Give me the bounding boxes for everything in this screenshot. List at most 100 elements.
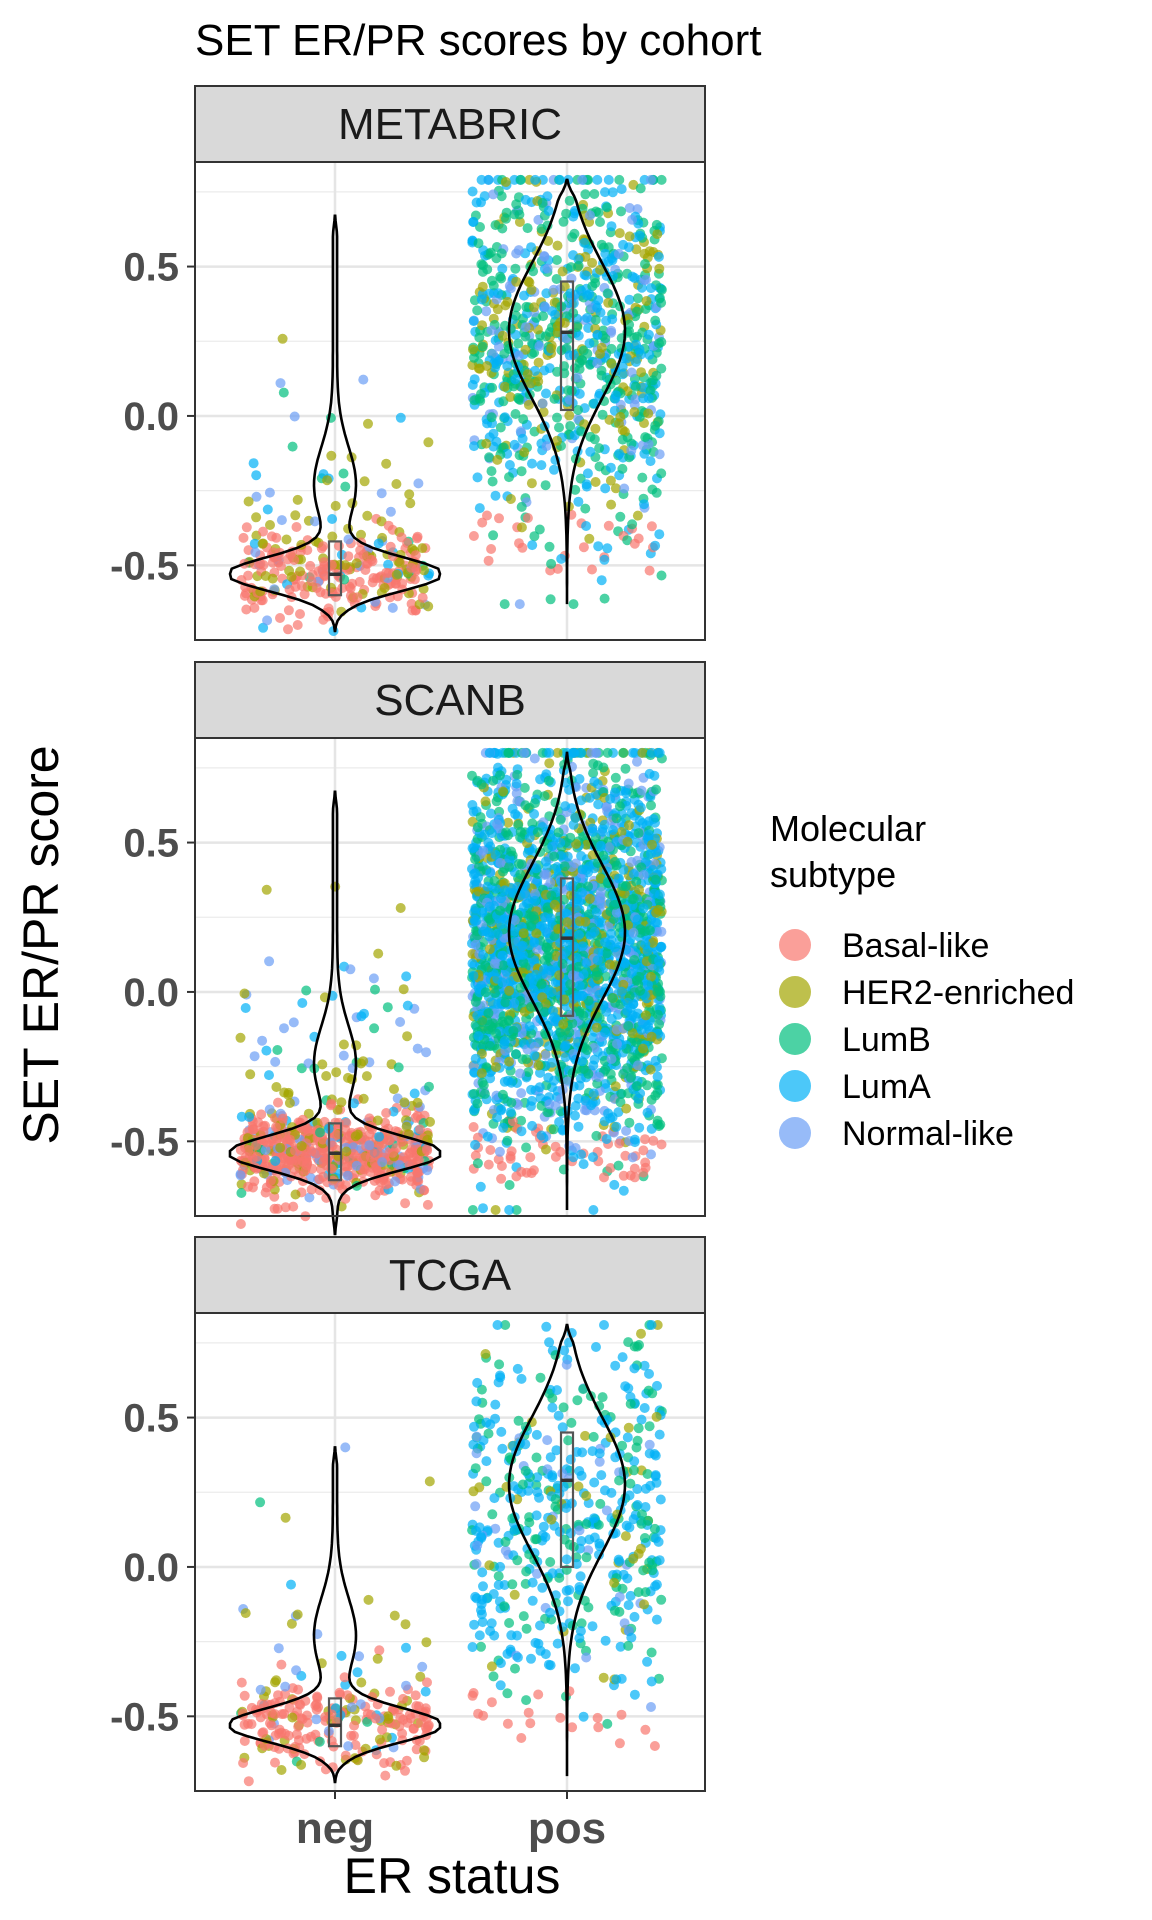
data-point: [342, 1690, 353, 1701]
data-point: [366, 554, 377, 565]
data-point: [520, 194, 531, 205]
data-point: [511, 1205, 522, 1215]
data-point: [529, 531, 540, 542]
data-point: [533, 357, 544, 368]
data-point: [561, 946, 571, 957]
data-point: [606, 221, 617, 232]
data-point: [372, 1148, 383, 1159]
data-point: [486, 1697, 497, 1708]
data-point: [247, 1182, 258, 1193]
data-point: [513, 820, 524, 831]
data-point: [409, 574, 420, 585]
data-point: [588, 1060, 599, 1071]
data-point: [573, 1121, 584, 1132]
data-point: [469, 441, 479, 452]
data-point: [654, 449, 665, 460]
data-point: [597, 826, 608, 837]
data-point: [641, 274, 651, 285]
data-point: [477, 281, 488, 292]
data-point: [554, 174, 565, 185]
data-point: [645, 385, 656, 396]
data-point: [276, 515, 287, 526]
data-point: [522, 513, 533, 523]
data-point: [306, 576, 317, 587]
data-point: [564, 195, 575, 206]
data-point: [546, 558, 557, 569]
panel-border: [194, 161, 706, 641]
data-point: [391, 479, 402, 489]
data-point: [486, 544, 497, 554]
data-point: [470, 1053, 481, 1064]
data-point: [541, 1144, 551, 1155]
data-point: [541, 927, 552, 938]
data-point: [358, 549, 369, 560]
data-point: [602, 288, 613, 299]
data-point: [295, 609, 305, 619]
data-point: [643, 393, 654, 404]
data-point: [640, 1134, 650, 1145]
data-point: [514, 950, 525, 961]
data-point: [340, 1193, 351, 1204]
chart-title: SET ER/PR scores by cohort: [195, 16, 762, 65]
data-point: [606, 499, 617, 510]
data-point: [591, 1342, 601, 1352]
data-point: [645, 456, 656, 467]
data-point: [472, 305, 483, 316]
data-point: [640, 926, 651, 937]
data-point: [527, 458, 537, 469]
data-point: [556, 553, 567, 564]
data-point: [374, 1131, 385, 1142]
data-point: [264, 1104, 275, 1115]
data-point: [609, 1179, 620, 1190]
data-point: [632, 510, 643, 521]
data-point: [317, 1059, 328, 1070]
data-point: [541, 869, 552, 880]
data-point: [500, 320, 510, 331]
data-point: [245, 1069, 256, 1080]
data-point: [511, 248, 522, 259]
data-point: [488, 775, 499, 786]
data-point: [330, 500, 341, 511]
data-point: [387, 1147, 398, 1158]
data-point: [496, 248, 507, 259]
data-point: [304, 1192, 315, 1203]
data-point: [306, 1184, 317, 1195]
data-point: [650, 874, 661, 885]
data-point: [520, 322, 531, 333]
data-point: [601, 1134, 612, 1144]
data-point: [593, 1071, 604, 1082]
data-point: [613, 1160, 624, 1171]
data-point: [340, 1124, 351, 1135]
data-point: [289, 411, 300, 422]
data-point: [469, 352, 479, 363]
data-point: [656, 1139, 667, 1150]
data-point: [643, 829, 654, 840]
data-point: [636, 785, 647, 796]
data-point: [354, 576, 365, 587]
data-point: [603, 174, 614, 185]
data-point: [642, 1107, 653, 1118]
data-point: [646, 800, 656, 811]
data-point: [342, 1161, 353, 1172]
facet-panel-metabric: METABRIC-0.50.00.5: [110, 85, 706, 641]
data-point: [581, 957, 592, 968]
data-point: [519, 447, 530, 458]
data-point: [477, 320, 488, 331]
data-point: [488, 189, 499, 200]
data-point: [543, 775, 554, 786]
data-point: [311, 1704, 322, 1715]
data-point: [483, 174, 494, 185]
data-point: [574, 980, 585, 991]
data-point: [612, 1038, 622, 1049]
data-point: [349, 1098, 359, 1109]
data-point: [549, 899, 560, 910]
data-point: [338, 1050, 349, 1061]
data-point: [294, 1157, 305, 1168]
data-point: [544, 747, 555, 758]
data-point: [530, 174, 541, 185]
data-point: [267, 573, 278, 584]
data-point: [258, 622, 269, 633]
data-point: [490, 1205, 501, 1215]
data-point: [474, 503, 485, 514]
data-point: [504, 1180, 515, 1190]
